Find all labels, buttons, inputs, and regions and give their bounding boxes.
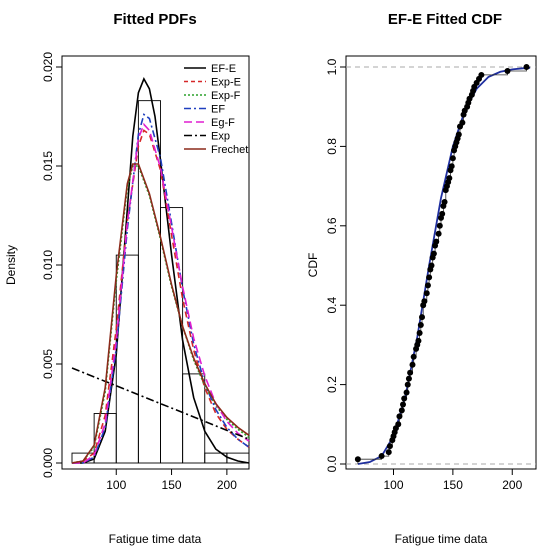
pdf-curve-frechet — [71, 163, 250, 464]
y-tick-label: 0.000 — [41, 448, 55, 478]
empirical-point — [419, 314, 425, 321]
pdf-plot-frame — [61, 55, 250, 470]
empirical-point — [378, 453, 385, 460]
empirical-point — [386, 443, 393, 450]
x-tick-label: 200 — [502, 478, 522, 492]
empirical-point — [396, 413, 403, 420]
histogram-bar — [137, 100, 161, 464]
histogram-bar — [115, 254, 139, 464]
y-tick-label: 0.005 — [41, 349, 55, 379]
empirical-point — [478, 71, 485, 78]
cdf-title: EF-E Fitted CDF — [388, 11, 502, 28]
empirical-point — [405, 375, 412, 382]
legend-entry: EF-E — [211, 63, 236, 75]
empirical-point — [455, 131, 462, 138]
empirical-point — [446, 175, 453, 182]
y-tick-label: 0.0 — [325, 455, 339, 472]
empirical-point — [416, 329, 423, 336]
empirical-point — [424, 282, 431, 289]
histogram-bar — [226, 452, 250, 464]
y-tick-label: 0.015 — [41, 151, 55, 181]
y-tick-label: 0.6 — [325, 217, 339, 234]
cdf-y-axis: 0.0 0.2 0.4 0.6 0.8 1.0 — [325, 58, 346, 472]
empirical-point — [401, 395, 408, 402]
y-tick-label: 0.020 — [41, 52, 55, 82]
empirical-point — [449, 155, 456, 162]
legend-entry: Frechet — [211, 144, 248, 156]
pdf-curve-ef — [72, 113, 250, 464]
histogram-bar — [160, 207, 184, 464]
empirical-point — [403, 389, 410, 396]
empirical-step-line — [357, 67, 527, 464]
empirical-point — [433, 238, 440, 245]
empirical-point — [430, 250, 437, 257]
cdf-fitted-line — [357, 66, 531, 465]
empirical-point — [385, 449, 392, 456]
pdf-ylabel: Density — [4, 245, 18, 285]
pdf-fitted-curves — [71, 77, 250, 464]
empirical-point — [504, 67, 511, 74]
pdf-x-axis: 100 150 200 — [106, 469, 237, 492]
x-tick-label: 150 — [162, 478, 182, 492]
legend-entry: EF — [211, 104, 225, 116]
empirical-point — [409, 361, 416, 368]
empirical-point — [354, 456, 361, 463]
empirical-point — [407, 369, 414, 376]
y-tick-label: 1.0 — [325, 58, 339, 75]
empirical-point — [426, 274, 433, 281]
empirical-point — [415, 337, 422, 344]
empirical-point — [439, 210, 446, 217]
pdf-xlabel: Fatigue time data — [109, 532, 202, 546]
empirical-point — [448, 163, 455, 170]
cdf-panel: EF-E Fitted CDF Fatigue time data CDF 10… — [306, 11, 537, 546]
cdf-x-axis: 100 150 200 — [383, 469, 523, 492]
empirical-point — [423, 290, 430, 297]
empirical-point — [421, 298, 428, 305]
legend-entry: Exp-E — [211, 77, 241, 89]
pdf-y-axis: 0.000 0.005 0.010 0.015 0.020 — [41, 52, 62, 478]
y-tick-label: 0.8 — [325, 138, 339, 155]
empirical-point — [428, 262, 435, 269]
legend-entry: Eg-F — [211, 117, 235, 129]
cdf-fitted-curve — [357, 66, 531, 465]
empirical-point — [435, 230, 442, 237]
legend-entry: Exp-F — [211, 90, 241, 102]
pdf-panel: Fitted PDFs Fatigue time data Density 10… — [4, 11, 250, 546]
x-tick-label: 150 — [443, 478, 463, 492]
cdf-xlabel: Fatigue time data — [395, 532, 488, 546]
empirical-point — [404, 381, 411, 388]
empirical-point — [398, 407, 405, 414]
pdf-title: Fitted PDFs — [113, 11, 196, 28]
cdf-empirical-points — [354, 64, 530, 463]
x-tick-label: 100 — [106, 478, 126, 492]
empirical-point — [400, 401, 406, 408]
cdf-plot-frame — [345, 55, 537, 470]
empirical-point — [459, 119, 466, 126]
empirical-point — [410, 353, 417, 360]
histogram-bar — [182, 373, 206, 464]
x-tick-label: 100 — [383, 478, 403, 492]
empirical-point — [417, 322, 424, 329]
x-tick-label: 200 — [217, 478, 237, 492]
cdf-reference-lines — [346, 66, 536, 465]
legend-entry: Exp — [211, 131, 230, 143]
empirical-point — [523, 64, 530, 70]
empirical-point — [441, 198, 448, 205]
y-tick-label: 0.010 — [41, 250, 55, 280]
empirical-point — [436, 222, 443, 229]
empirical-point — [395, 421, 402, 428]
y-tick-label: 0.4 — [325, 297, 339, 314]
y-tick-label: 0.2 — [325, 376, 339, 393]
cdf-ylabel: CDF — [306, 253, 320, 278]
